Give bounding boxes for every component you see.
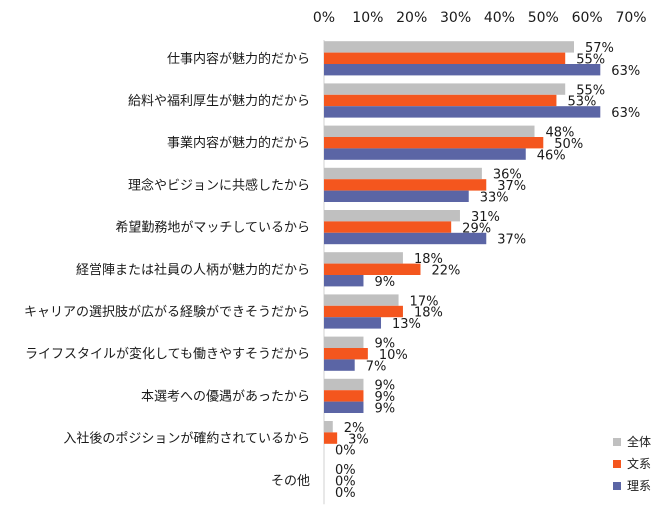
bar-文系 — [324, 305, 403, 318]
category-label: キャリアの選択肢が広がる経験ができそうだから — [24, 304, 310, 320]
bar-理系 — [324, 148, 526, 160]
data-label: 7% — [366, 359, 387, 374]
category-label: 本選考への優遇があったから — [141, 389, 310, 404]
legend-label: 文系 — [627, 456, 651, 471]
data-label: 2% — [344, 421, 365, 436]
category-label: ライフスタイルが変化しても働きやすそうだから — [25, 346, 310, 362]
legend-swatch — [613, 460, 621, 468]
data-label: 55% — [576, 53, 605, 68]
bar-全体 — [324, 83, 566, 95]
data-label: 55% — [576, 83, 605, 98]
data-label: 0% — [335, 475, 356, 490]
data-label: 46% — [537, 148, 566, 163]
bar-理系 — [324, 359, 355, 371]
data-label: 9% — [374, 337, 395, 352]
data-label: 37% — [497, 179, 526, 194]
bar-理系 — [324, 317, 382, 329]
bar-全体 — [324, 210, 460, 222]
data-label: 37% — [497, 233, 526, 248]
x-tick-label: 20% — [396, 10, 427, 26]
category-label: 経営陣または社員の人柄が魅力的だから — [76, 262, 310, 278]
bar-全体 — [324, 41, 574, 53]
category-label: 希望勤務地がマッチしているから — [115, 220, 310, 236]
bar-理系 — [324, 190, 469, 202]
data-label: 10% — [379, 348, 408, 363]
data-label: 63% — [611, 106, 640, 121]
bar-全体 — [324, 125, 535, 137]
x-tick-label: 70% — [615, 10, 646, 26]
data-label: 0% — [335, 463, 356, 478]
data-label: 63% — [611, 64, 640, 79]
bar-全体 — [324, 167, 482, 180]
bar-理系 — [324, 64, 601, 76]
data-label: 48% — [546, 126, 575, 141]
data-label: 50% — [554, 137, 583, 152]
data-label: 18% — [414, 252, 443, 267]
data-label: 17% — [410, 294, 439, 309]
category-label: その他 — [271, 474, 310, 489]
x-tick-label: 40% — [484, 10, 515, 26]
data-label: 0% — [335, 486, 356, 501]
x-tick-label: 30% — [440, 10, 471, 26]
bar-文系 — [324, 137, 544, 149]
bar-理系 — [324, 232, 487, 245]
category-label: 理念やビジョンに共感したから — [128, 177, 310, 193]
data-label: 33% — [480, 191, 509, 206]
data-label: 31% — [471, 210, 500, 225]
data-label: 3% — [348, 432, 369, 447]
data-label: 9% — [374, 275, 395, 290]
data-label: 36% — [493, 168, 522, 183]
bar-全体 — [324, 378, 364, 391]
legend-label: 全体 — [627, 434, 651, 449]
category-label: 入社後のポジションが確約されているから — [63, 431, 310, 447]
bar-文系 — [324, 52, 566, 64]
data-label: 13% — [392, 317, 421, 332]
data-label: 18% — [414, 306, 443, 321]
bar-文系 — [324, 263, 421, 275]
category-label: 事業内容が魅力的だから — [167, 135, 310, 151]
x-tick-label: 60% — [572, 10, 603, 26]
bar-文系 — [324, 348, 368, 360]
x-tick-label: 10% — [352, 10, 383, 26]
bar-文系 — [324, 390, 364, 402]
bar-文系 — [324, 94, 557, 107]
bar-全体 — [324, 252, 403, 264]
data-label: 57% — [585, 41, 614, 56]
bar-文系 — [324, 221, 452, 233]
data-label: 9% — [374, 402, 395, 417]
legend-label: 理系 — [627, 479, 651, 493]
bar-文系 — [324, 432, 338, 444]
data-label: 29% — [462, 221, 491, 236]
category-label: 給料や福利厚生が魅力的だから — [128, 93, 310, 109]
x-tick-label: 50% — [528, 10, 559, 26]
bar-理系 — [324, 106, 601, 118]
bar-理系 — [324, 275, 364, 287]
data-label: 22% — [431, 264, 460, 279]
legend-swatch — [613, 482, 621, 490]
bar-全体 — [324, 336, 364, 348]
bar-全体 — [324, 421, 333, 433]
bar-全体 — [324, 294, 399, 306]
data-label: 9% — [374, 379, 395, 394]
data-label: 9% — [374, 390, 395, 405]
legend-swatch — [613, 438, 621, 446]
bar-文系 — [324, 179, 487, 191]
data-label: 0% — [335, 444, 356, 459]
category-label: 仕事内容が魅力的だから — [167, 51, 310, 67]
x-tick-label: 0% — [313, 10, 335, 26]
data-label: 53% — [567, 95, 596, 110]
bar-理系 — [324, 401, 364, 413]
